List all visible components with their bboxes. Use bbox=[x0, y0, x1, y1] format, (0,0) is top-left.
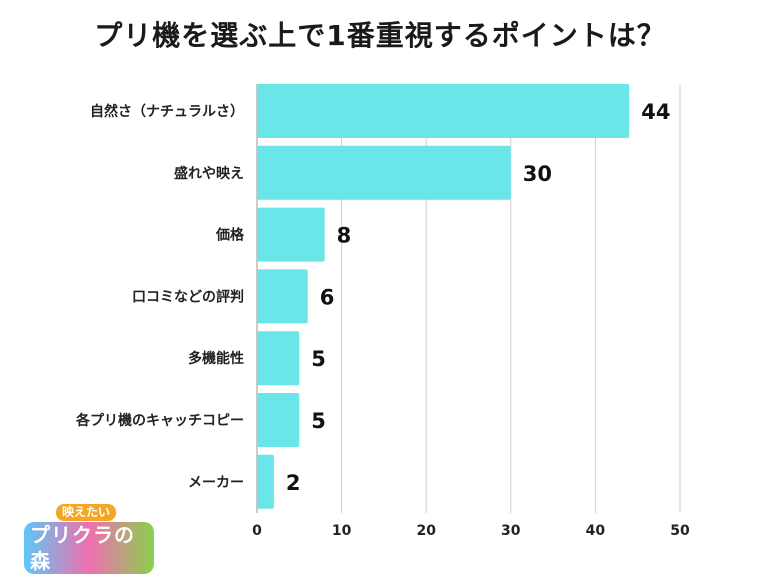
category-label: 口コミなどの評判 bbox=[132, 288, 244, 305]
x-tick-label: 40 bbox=[586, 523, 606, 539]
bar bbox=[257, 269, 308, 324]
category-label: 自然さ（ナチュラルさ） bbox=[90, 103, 244, 120]
data-label: 30 bbox=[523, 162, 552, 186]
data-label: 5 bbox=[311, 347, 326, 371]
x-tick-label: 30 bbox=[501, 523, 521, 539]
category-label: 価格 bbox=[215, 227, 245, 244]
data-label: 8 bbox=[337, 224, 352, 248]
category-label: 各プリ機のキャッチコピー bbox=[75, 412, 244, 429]
x-tick-label: 20 bbox=[416, 523, 436, 539]
data-label: 2 bbox=[286, 471, 301, 495]
category-label: 盛れや映え bbox=[174, 165, 244, 182]
data-label: 5 bbox=[311, 409, 326, 433]
label-layer: 0 10 20 30 40 50 自然さ（ナチュラルさ） 44 盛れや映え 30 価格 8 口コミなどの… bbox=[75, 100, 690, 539]
category-label: メーカー bbox=[188, 475, 244, 491]
bar bbox=[257, 84, 630, 138]
x-tick-label: 0 bbox=[252, 523, 262, 539]
x-tick-label: 50 bbox=[670, 523, 690, 539]
bar-layer bbox=[257, 84, 630, 509]
category-label: 多機能性 bbox=[188, 350, 244, 367]
bar bbox=[257, 207, 325, 262]
chart-title: プリ機を選ぶ上で1番重視するポイントは？ bbox=[94, 19, 666, 52]
data-label: 6 bbox=[320, 285, 335, 309]
logo-tagline: 映えたい bbox=[56, 504, 117, 521]
bar bbox=[257, 145, 511, 200]
bar bbox=[257, 454, 274, 509]
x-tick-label: 10 bbox=[332, 523, 352, 539]
bar bbox=[257, 331, 300, 386]
data-label: 44 bbox=[641, 100, 670, 124]
bar bbox=[257, 393, 300, 447]
brand-logo: 映えたい プリクラの森 bbox=[24, 504, 154, 574]
logo-name: プリクラの森 bbox=[24, 522, 154, 574]
